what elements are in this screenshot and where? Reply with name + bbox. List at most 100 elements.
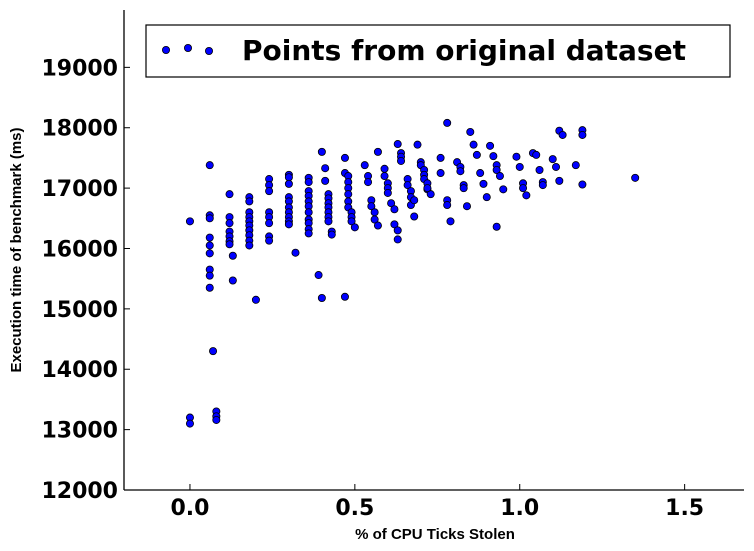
data-point	[462, 202, 471, 211]
data-point	[284, 173, 293, 182]
data-point	[552, 162, 561, 171]
data-point	[340, 292, 349, 301]
y-tick-label: 17000	[41, 177, 118, 202]
data-point	[426, 190, 435, 199]
data-point	[205, 249, 214, 258]
data-point	[265, 236, 274, 245]
data-point	[321, 176, 330, 185]
data-point	[469, 140, 478, 149]
data-point	[380, 164, 389, 173]
legend: Points from original dataset	[145, 24, 731, 78]
data-points	[185, 118, 640, 428]
y-tick-label: 16000	[41, 237, 118, 262]
data-point	[489, 152, 498, 161]
data-point	[321, 164, 330, 173]
data-point	[317, 293, 326, 302]
data-point	[251, 295, 260, 304]
data-point	[403, 181, 412, 190]
data-point	[558, 130, 567, 139]
legend-marker	[204, 47, 213, 56]
x-tick-label: 0.0	[170, 496, 209, 521]
data-point	[578, 180, 587, 189]
data-point	[205, 161, 214, 170]
data-point	[479, 179, 488, 188]
data-point	[367, 202, 376, 211]
data-point	[265, 187, 274, 196]
data-point	[410, 196, 419, 205]
y-tick-label: 14000	[41, 358, 118, 383]
data-point	[205, 271, 214, 280]
data-point	[383, 188, 392, 197]
data-point	[459, 184, 468, 193]
data-point	[350, 223, 359, 232]
data-point	[225, 190, 234, 199]
data-point	[466, 127, 475, 136]
data-point	[482, 193, 491, 202]
y-tick-label: 19000	[41, 56, 118, 81]
axes: 12000 13000 14000 15000 16000 17000 18000 19000…	[41, 10, 744, 521]
y-tick-label: 15000	[41, 298, 118, 323]
data-point	[495, 172, 504, 181]
data-point	[436, 153, 445, 162]
data-point	[456, 167, 465, 176]
x-axis-label: % of CPU Ticks Stolen	[355, 526, 515, 543]
y-tick-label: 18000	[41, 117, 118, 142]
data-point	[344, 190, 353, 199]
data-point	[486, 141, 495, 150]
data-point	[304, 208, 313, 217]
data-point	[370, 208, 379, 217]
y-tick-label: 13000	[41, 419, 118, 444]
legend-label: Points from original dataset	[242, 34, 686, 67]
data-point	[205, 283, 214, 292]
data-point	[390, 220, 399, 229]
data-point	[393, 226, 402, 235]
data-point	[512, 152, 521, 161]
data-point	[548, 155, 557, 164]
legend-marker	[183, 44, 192, 53]
data-point	[515, 162, 524, 171]
data-point	[327, 230, 336, 239]
data-point	[413, 140, 422, 149]
data-point	[205, 233, 214, 242]
data-point	[205, 214, 214, 223]
data-point	[245, 241, 254, 250]
data-point	[492, 222, 501, 231]
data-point	[555, 176, 564, 185]
data-point	[631, 173, 640, 182]
data-point	[499, 185, 508, 194]
data-point	[538, 181, 547, 190]
data-point	[185, 217, 194, 226]
data-point	[443, 201, 452, 210]
data-point	[340, 153, 349, 162]
data-point	[228, 251, 237, 260]
y-tick-label: 12000	[41, 479, 118, 504]
data-point	[519, 184, 528, 193]
data-point	[571, 161, 580, 170]
legend-box	[145, 24, 731, 78]
data-point	[380, 172, 389, 181]
data-point	[535, 165, 544, 174]
data-point	[291, 248, 300, 257]
data-point	[185, 419, 194, 428]
data-point	[364, 178, 373, 187]
data-point	[245, 197, 254, 206]
data-point	[443, 118, 452, 127]
data-point	[205, 241, 214, 250]
data-point	[360, 161, 369, 170]
data-point	[436, 169, 445, 178]
data-point	[373, 147, 382, 156]
data-point	[397, 156, 406, 165]
data-point	[410, 212, 419, 221]
data-point	[209, 347, 218, 356]
data-point	[314, 271, 323, 280]
data-point	[390, 205, 399, 214]
data-point	[265, 219, 274, 228]
data-point	[284, 179, 293, 188]
data-point	[370, 215, 379, 224]
data-point	[492, 165, 501, 174]
data-point	[225, 240, 234, 249]
data-point	[532, 150, 541, 159]
x-tick-label: 0.5	[335, 496, 374, 521]
data-point	[446, 217, 455, 226]
